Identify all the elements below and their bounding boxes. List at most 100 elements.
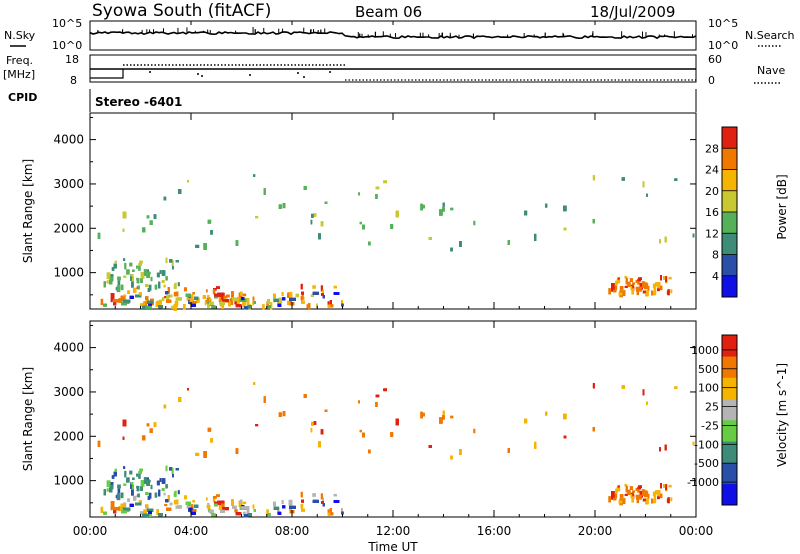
- power-echo: [155, 302, 159, 307]
- velocity-echo: [159, 478, 162, 482]
- velocity-echo: [624, 493, 628, 496]
- power-echo: [637, 278, 642, 282]
- power-echo: [642, 281, 645, 288]
- power-echo: [318, 233, 321, 240]
- power-echo: [592, 219, 595, 224]
- power-echo: [651, 290, 654, 296]
- power-echo: [173, 292, 177, 297]
- velocity-echo: [639, 490, 643, 498]
- power-echo: [138, 265, 141, 271]
- power-echo: [203, 243, 207, 250]
- velocity-echo: [329, 512, 334, 516]
- nave-dip: [201, 75, 203, 77]
- power-echo: [174, 282, 177, 289]
- power-echo: [287, 292, 290, 298]
- power-echo: [165, 291, 169, 295]
- power-colorbar-tick-label: 24: [705, 164, 719, 177]
- velocity-echo: [175, 468, 179, 471]
- velocity-echo: [125, 507, 131, 511]
- power-echo: [652, 283, 656, 289]
- power-echo: [229, 298, 234, 305]
- velocity-echo: [148, 492, 152, 499]
- velocity-colorbar-tick-label: 500: [698, 363, 719, 376]
- power-echo: [140, 278, 143, 283]
- nave-dip: [249, 74, 251, 76]
- velocity-echo: [644, 490, 647, 496]
- power-echo: [142, 227, 146, 233]
- velocity-echo: [167, 495, 170, 502]
- velocity-echo: [507, 448, 510, 453]
- power-echo: [375, 194, 378, 199]
- velocity-echo: [106, 488, 109, 492]
- velocity-echo: [110, 482, 114, 487]
- velocity-echo: [177, 490, 180, 495]
- velocity-echo: [149, 428, 153, 433]
- power-echo: [189, 299, 194, 303]
- power-ytick-label: 2000: [53, 221, 84, 235]
- power-echo: [655, 282, 657, 287]
- x-tick-label: 16:00: [477, 524, 512, 538]
- velocity-echo: [420, 411, 423, 419]
- velocity-echo: [637, 487, 640, 493]
- noise-left-tick-bottom: 10^0: [52, 39, 82, 52]
- power-echo: [667, 289, 670, 296]
- power-echo: [223, 295, 228, 299]
- power-echo: [311, 213, 314, 218]
- velocity-echo: [303, 394, 307, 398]
- velocity-echo: [253, 509, 256, 512]
- power-colorbar-swatch: [722, 169, 737, 192]
- power-echo: [103, 303, 107, 307]
- power-echo: [273, 298, 279, 302]
- velocity-echo: [619, 494, 624, 498]
- power-echo: [368, 241, 371, 246]
- velocity-echo: [277, 511, 282, 515]
- velocity-echo: [126, 477, 130, 483]
- velocity-echo: [473, 428, 476, 434]
- power-echo: [106, 272, 111, 280]
- velocity-echo: [324, 409, 328, 412]
- power-echo: [117, 276, 121, 281]
- power-echo: [301, 293, 304, 300]
- power-echo: [657, 288, 660, 292]
- velocity-echo: [267, 513, 271, 516]
- velocity-echo: [611, 491, 615, 498]
- nsky-label: N.Sky: [4, 29, 36, 42]
- power-echo: [642, 290, 647, 294]
- velocity-echo: [636, 499, 639, 504]
- freq-step: [90, 69, 124, 79]
- power-echo: [165, 276, 168, 281]
- power-echo: [208, 301, 214, 305]
- power-echo: [428, 237, 432, 240]
- velocity-colorbar-swatch: [722, 356, 737, 378]
- power-echo: [117, 280, 121, 286]
- velocity-echo: [137, 493, 140, 498]
- power-echo: [232, 292, 234, 296]
- power-echo: [244, 298, 250, 302]
- power-echo: [158, 281, 161, 289]
- power-echo: [106, 280, 109, 284]
- velocity-echo: [121, 510, 127, 514]
- velocity-echo: [668, 484, 672, 488]
- velocity-echo: [277, 506, 280, 514]
- velocity-echo: [301, 499, 304, 503]
- power-echo: [611, 288, 613, 292]
- velocity-echo: [627, 489, 631, 495]
- power-echo: [191, 294, 194, 301]
- power-echo: [183, 304, 186, 310]
- power-echo: [122, 299, 127, 303]
- velocity-echo: [375, 394, 380, 398]
- velocity-echo: [158, 489, 161, 497]
- power-echo: [329, 300, 332, 306]
- velocity-echo: [240, 499, 243, 504]
- velocity-colorbar-tick-label: 100: [698, 382, 719, 395]
- station-title: Syowa South (fitACF): [92, 1, 271, 21]
- power-echo: [236, 297, 240, 304]
- power-echo: [123, 258, 126, 261]
- power-echo: [114, 260, 117, 264]
- power-echo: [220, 301, 225, 305]
- power-echo: [228, 301, 231, 307]
- power-echo: [341, 303, 344, 307]
- velocity-echo: [142, 435, 146, 441]
- velocity-echo: [123, 483, 127, 486]
- velocity-ytick-label: 4000: [53, 341, 84, 355]
